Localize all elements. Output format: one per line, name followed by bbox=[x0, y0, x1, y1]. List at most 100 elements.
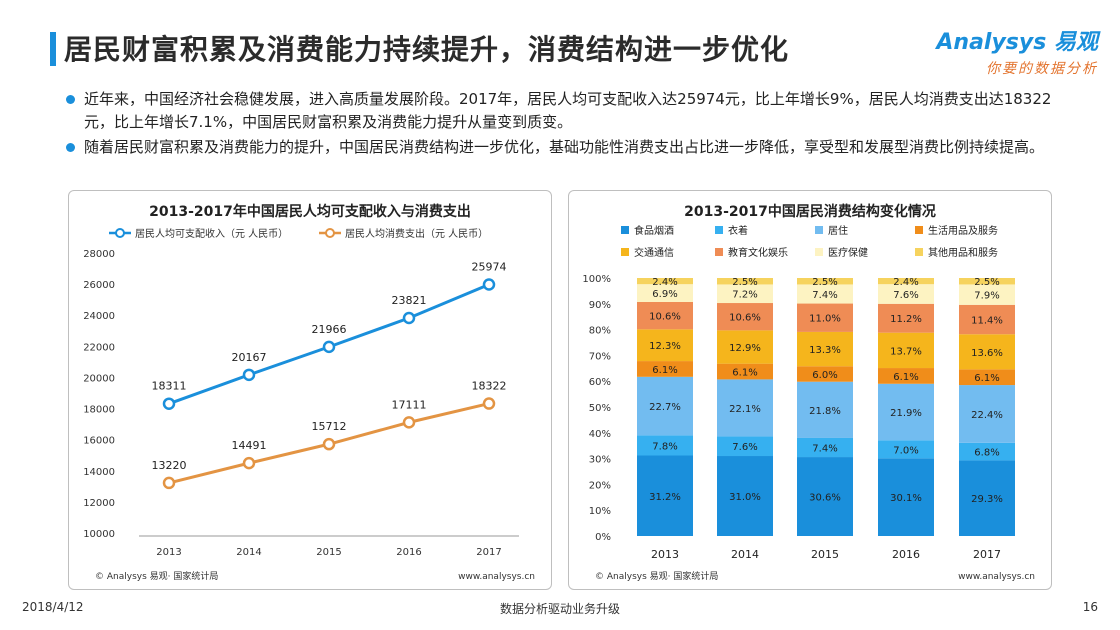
chart-website: www.analysys.cn bbox=[458, 572, 535, 582]
data-label: 20167 bbox=[232, 351, 267, 364]
data-label: 21966 bbox=[312, 323, 347, 336]
data-label: 18322 bbox=[472, 380, 507, 393]
legend-label: 食品烟酒 bbox=[634, 224, 674, 237]
bar-segment bbox=[637, 284, 693, 302]
segment-label: 31.0% bbox=[729, 492, 761, 503]
x-tick-label: 2013 bbox=[651, 548, 679, 561]
segment-label: 7.9% bbox=[974, 291, 999, 302]
bar-segment bbox=[637, 376, 693, 436]
logo-brand: Analysys 易观 bbox=[936, 30, 1098, 55]
data-point bbox=[482, 397, 496, 410]
legend-label: 居民人均消费支出（元 人民币） bbox=[345, 227, 488, 240]
y-tick-label: 100% bbox=[582, 274, 611, 285]
y-tick-label: 10% bbox=[589, 506, 611, 517]
y-tick-label: 30% bbox=[589, 455, 611, 466]
segment-label: 10.6% bbox=[729, 313, 761, 324]
bar-segment bbox=[959, 278, 1015, 285]
legend-label: 衣着 bbox=[728, 224, 748, 237]
y-tick-label: 40% bbox=[589, 429, 611, 440]
legend-label: 居民人均可支配收入（元 人民币） bbox=[135, 227, 288, 240]
data-label: 25974 bbox=[472, 261, 507, 274]
legend-swatch bbox=[715, 226, 723, 234]
data-point bbox=[322, 340, 336, 354]
bar-segment bbox=[797, 437, 853, 458]
bar-segment bbox=[959, 334, 1015, 370]
bullet-item: 随着居民财富积累及消费能力的提升，中国居民消费结构进一步优化，基础功能性消费支出… bbox=[66, 136, 1066, 159]
bullet-text: 近年来，中国经济社会稳健发展，进入高质量发展阶段。2017年，居民人均可支配收入… bbox=[84, 90, 1052, 131]
bar-segment bbox=[959, 385, 1015, 443]
y-tick-label: 20000 bbox=[83, 373, 115, 384]
segment-label: 2.4% bbox=[652, 277, 677, 288]
y-tick-label: 18000 bbox=[83, 405, 115, 416]
y-tick-label: 70% bbox=[589, 351, 611, 362]
stacked-bar-chart-panel: 2013-2017中国居民消费结构变化情况 食品烟酒 衣着 居住 生活用品及服务 交通通信… bbox=[568, 190, 1052, 590]
bar-segment bbox=[637, 301, 693, 330]
segment-label: 6.1% bbox=[893, 372, 918, 383]
x-tick-label: 2013 bbox=[156, 547, 181, 558]
bar-segment bbox=[878, 303, 934, 333]
segment-label: 7.4% bbox=[812, 290, 837, 301]
bar-segment bbox=[878, 284, 934, 304]
legend-swatch bbox=[715, 248, 723, 256]
y-tick-label: 50% bbox=[589, 403, 611, 414]
bar-segment bbox=[717, 436, 773, 457]
logo-slogan: 你要的数据分析 bbox=[986, 61, 1098, 77]
bar-segment bbox=[959, 442, 1015, 461]
bar-segment bbox=[797, 457, 853, 536]
segment-label: 30.6% bbox=[809, 493, 841, 504]
bar-segment bbox=[717, 330, 773, 364]
segment-label: 2.5% bbox=[974, 277, 999, 288]
segment-label: 22.1% bbox=[729, 404, 761, 415]
data-label: 18311 bbox=[152, 380, 187, 393]
y-tick-label: 12000 bbox=[83, 498, 115, 509]
data-label: 23821 bbox=[392, 294, 427, 307]
bar-segment bbox=[878, 458, 934, 536]
segment-label: 7.8% bbox=[652, 441, 677, 452]
legend-swatch bbox=[915, 248, 923, 256]
chart-source: © Analysys 易观· 国家统计局 bbox=[95, 570, 218, 582]
y-tick-label: 16000 bbox=[83, 436, 115, 447]
legend-swatch bbox=[621, 248, 629, 256]
bullet-text: 随着居民财富积累及消费能力的提升，中国居民消费结构进一步优化，基础功能性消费支出… bbox=[84, 138, 1045, 156]
segment-label: 6.1% bbox=[974, 373, 999, 384]
segment-label: 6.8% bbox=[974, 448, 999, 459]
x-tick-label: 2014 bbox=[236, 547, 261, 558]
bullet-item: 近年来，中国经济社会稳健发展，进入高质量发展阶段。2017年，居民人均可支配收入… bbox=[66, 88, 1066, 134]
segment-label: 31.2% bbox=[649, 492, 681, 503]
segment-label: 2.4% bbox=[893, 277, 918, 288]
legend-marker bbox=[325, 228, 335, 238]
x-tick-label: 2014 bbox=[731, 548, 759, 561]
bar-segment bbox=[717, 278, 773, 285]
data-point bbox=[322, 437, 336, 451]
segment-label: 29.3% bbox=[971, 494, 1003, 505]
legend-label: 生活用品及服务 bbox=[928, 224, 998, 237]
data-point bbox=[402, 311, 416, 325]
y-tick-label: 80% bbox=[589, 326, 611, 337]
bar-segment bbox=[797, 331, 853, 367]
bar-segment bbox=[797, 278, 853, 285]
bar-segment bbox=[717, 456, 773, 536]
segment-label: 21.9% bbox=[890, 408, 922, 419]
footer-date: 2018/4/12 bbox=[22, 600, 84, 614]
x-tick-label: 2017 bbox=[476, 547, 501, 558]
segment-label: 13.7% bbox=[890, 346, 922, 357]
legend-label: 医疗保健 bbox=[828, 246, 868, 259]
analysys-logo: Analysys 易观 你要的数据分析 bbox=[936, 24, 1098, 78]
data-label: 15712 bbox=[312, 420, 347, 433]
bar-segment bbox=[717, 363, 773, 380]
segment-label: 7.6% bbox=[893, 290, 918, 301]
bullet-dot-icon bbox=[66, 143, 75, 152]
data-label: 14491 bbox=[232, 439, 267, 452]
bar-segment bbox=[959, 460, 1015, 536]
chart-source: © Analysys 易观· 国家统计局 bbox=[595, 570, 718, 582]
footer-center: 数据分析驱动业务升级 bbox=[499, 602, 620, 616]
segment-label: 12.3% bbox=[649, 341, 681, 352]
bar-segment bbox=[637, 329, 693, 362]
y-tick-label: 24000 bbox=[83, 311, 115, 322]
bar-segment bbox=[878, 383, 934, 441]
line-chart-panel: 2013-2017年中国居民人均可支配收入与消费支出 居民人均可支配收入（元 人民… bbox=[68, 190, 552, 590]
bar-segment bbox=[637, 278, 693, 285]
title-accent-bar bbox=[50, 32, 56, 66]
